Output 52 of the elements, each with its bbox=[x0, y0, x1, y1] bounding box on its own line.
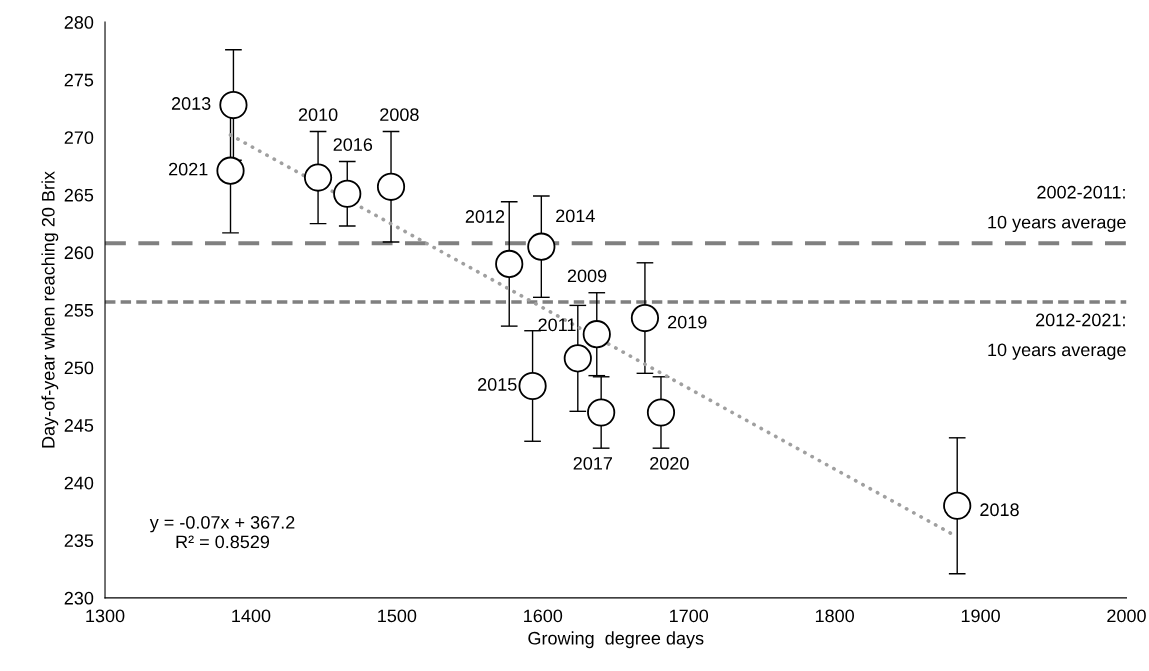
x-tick-label: 1900 bbox=[961, 609, 1000, 623]
annotation: 2011 bbox=[538, 318, 576, 332]
annotation: 2009 bbox=[567, 269, 607, 283]
annotation: 2016 bbox=[333, 138, 373, 151]
point bbox=[495, 249, 524, 279]
point bbox=[646, 398, 676, 427]
annotation: 2015 bbox=[478, 378, 517, 391]
annotation: 2008 bbox=[380, 108, 419, 122]
y-tick-label: 280 bbox=[64, 16, 94, 29]
x-tick-label: 1300 bbox=[86, 609, 125, 623]
x-tick-label: 2000 bbox=[1107, 609, 1146, 623]
y-tick-label: 265 bbox=[64, 188, 94, 202]
annotation: 2014 bbox=[556, 209, 595, 223]
point bbox=[527, 232, 556, 261]
y-tick-label: 270 bbox=[64, 131, 94, 145]
y-axis-title: Day-of-year when reaching 20 Brix bbox=[41, 171, 59, 448]
annotation: 2002-2011: 10 years average bbox=[988, 185, 1126, 233]
annotation: 2020 bbox=[650, 456, 689, 470]
y-tick-label: 255 bbox=[64, 303, 94, 317]
point bbox=[518, 371, 547, 401]
point bbox=[563, 344, 592, 373]
point bbox=[587, 398, 616, 427]
y-tick-label: 230 bbox=[64, 591, 94, 605]
annotation: 2019 bbox=[668, 315, 707, 329]
annotation: 2013 bbox=[171, 97, 211, 110]
y-tick-label: 260 bbox=[64, 246, 94, 260]
x-tick-label: 1400 bbox=[232, 609, 271, 623]
annotation: 2010 bbox=[298, 108, 338, 122]
point bbox=[303, 163, 333, 192]
annotation: 2018 bbox=[980, 503, 1019, 517]
annotation: 2012 bbox=[465, 210, 505, 223]
annotation: 2017 bbox=[573, 456, 612, 470]
x-tick-label: 1800 bbox=[815, 609, 855, 623]
x-tick-label: 1600 bbox=[524, 609, 563, 623]
y-tick-label: 235 bbox=[64, 534, 94, 548]
y-tick-label: 240 bbox=[64, 476, 94, 490]
y-tick-label: 245 bbox=[64, 419, 94, 432]
annotation: 2021 bbox=[169, 162, 208, 176]
x-axis-title: Growing degree days bbox=[528, 631, 704, 649]
point bbox=[630, 303, 660, 333]
y-tick-label: 275 bbox=[64, 73, 94, 87]
point bbox=[943, 491, 972, 520]
point bbox=[219, 90, 248, 120]
x-tick-label: 1500 bbox=[378, 609, 417, 623]
annotation: y = -0.07x + 367.2 R² = 0.8529 bbox=[149, 516, 295, 549]
point bbox=[333, 179, 362, 208]
point bbox=[376, 172, 406, 201]
point bbox=[216, 156, 245, 185]
y-tick-label: 250 bbox=[64, 361, 94, 375]
annotation: 2012-2021: 10 years average bbox=[988, 313, 1126, 360]
point bbox=[582, 320, 611, 349]
x-tick-label: 1700 bbox=[670, 609, 709, 623]
